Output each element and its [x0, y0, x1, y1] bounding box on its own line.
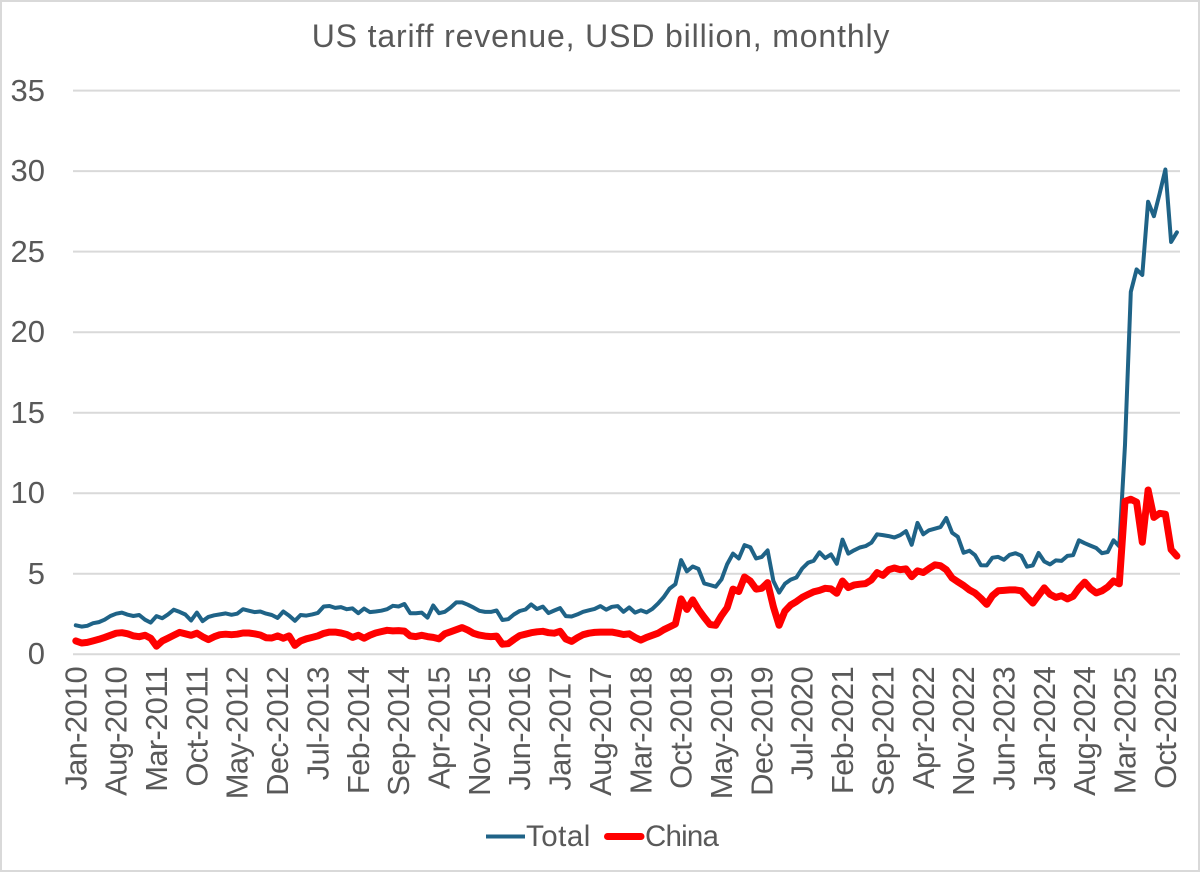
svg-text:Sep-2021: Sep-2021: [865, 667, 900, 796]
svg-text:20: 20: [11, 314, 45, 349]
svg-text:35: 35: [11, 73, 45, 108]
svg-text:Sep-2014: Sep-2014: [381, 667, 416, 796]
svg-text:5: 5: [28, 556, 45, 591]
svg-text:Nov-2022: Nov-2022: [946, 667, 981, 796]
svg-text:Oct-2011: Oct-2011: [179, 667, 214, 787]
svg-text:Jan-2017: Jan-2017: [543, 667, 578, 791]
svg-text:0: 0: [28, 636, 45, 671]
svg-text:Jun-2023: Jun-2023: [987, 667, 1022, 791]
svg-text:Jul-2020: Jul-2020: [785, 667, 820, 781]
svg-text:Jan-2010: Jan-2010: [58, 667, 93, 791]
svg-text:Mar-2011: Mar-2011: [139, 667, 174, 792]
svg-text:China: China: [645, 820, 719, 853]
svg-text:Mar-2018: Mar-2018: [623, 667, 658, 794]
svg-text:Jun-2016: Jun-2016: [502, 667, 537, 791]
svg-text:Mar-2025: Mar-2025: [1108, 667, 1143, 794]
svg-text:Dec-2019: Dec-2019: [744, 667, 779, 796]
svg-text:Aug-2017: Aug-2017: [583, 667, 618, 796]
svg-text:25: 25: [11, 234, 45, 269]
svg-text:15: 15: [11, 395, 45, 430]
svg-text:30: 30: [11, 153, 45, 188]
svg-text:May-2012: May-2012: [220, 667, 255, 799]
svg-text:US tariff revenue, USD billion: US tariff revenue, USD billion, monthly: [312, 18, 891, 54]
svg-text:Aug-2010: Aug-2010: [99, 667, 134, 796]
svg-text:Apr-2015: Apr-2015: [422, 667, 457, 789]
svg-text:May-2019: May-2019: [704, 667, 739, 799]
svg-text:Apr-2022: Apr-2022: [906, 667, 941, 789]
svg-text:Aug-2024: Aug-2024: [1067, 667, 1102, 796]
svg-text:Dec-2012: Dec-2012: [260, 667, 295, 796]
svg-text:Oct-2018: Oct-2018: [664, 667, 699, 789]
svg-text:Jan-2024: Jan-2024: [1027, 667, 1062, 791]
svg-text:Feb-2014: Feb-2014: [341, 667, 376, 795]
svg-text:Feb-2021: Feb-2021: [825, 667, 860, 794]
svg-text:Total: Total: [526, 820, 591, 853]
svg-text:Jul-2013: Jul-2013: [300, 667, 335, 780]
svg-text:10: 10: [11, 475, 45, 510]
svg-text:Nov-2015: Nov-2015: [462, 667, 497, 796]
svg-text:Oct-2025: Oct-2025: [1148, 667, 1183, 789]
